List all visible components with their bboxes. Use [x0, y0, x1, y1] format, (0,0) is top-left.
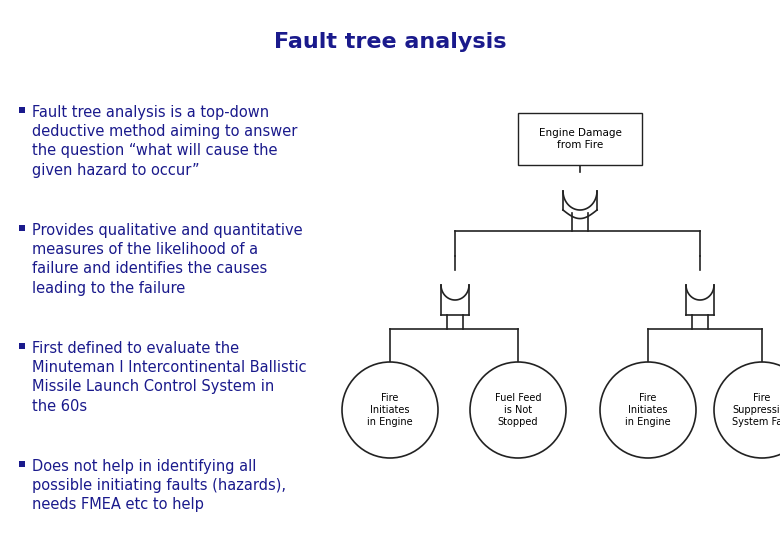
Circle shape	[714, 362, 780, 458]
Text: Fire
Suppression
System Fails: Fire Suppression System Fails	[732, 393, 780, 427]
Text: Does not help in identifying all
possible initiating faults (hazards),
needs FME: Does not help in identifying all possibl…	[32, 459, 286, 512]
Text: Provides qualitative and quantitative
measures of the likelihood of a
failure an: Provides qualitative and quantitative me…	[32, 223, 303, 295]
Circle shape	[600, 362, 696, 458]
Text: Fault tree analysis: Fault tree analysis	[274, 32, 506, 52]
Text: Fire
Initiates
in Engine: Fire Initiates in Engine	[626, 393, 671, 427]
Text: Fault tree analysis is a top-down
deductive method aiming to answer
the question: Fault tree analysis is a top-down deduct…	[32, 105, 297, 178]
Text: Engine Damage
from Fire: Engine Damage from Fire	[538, 128, 622, 150]
Text: First defined to evaluate the
Minuteman I Intercontinental Ballistic
Missile Lau: First defined to evaluate the Minuteman …	[32, 341, 307, 414]
Circle shape	[470, 362, 566, 458]
Text: Fuel Feed
is Not
Stopped: Fuel Feed is Not Stopped	[495, 393, 541, 427]
Text: Fire
Initiates
in Engine: Fire Initiates in Engine	[367, 393, 413, 427]
FancyBboxPatch shape	[518, 113, 642, 165]
Circle shape	[342, 362, 438, 458]
